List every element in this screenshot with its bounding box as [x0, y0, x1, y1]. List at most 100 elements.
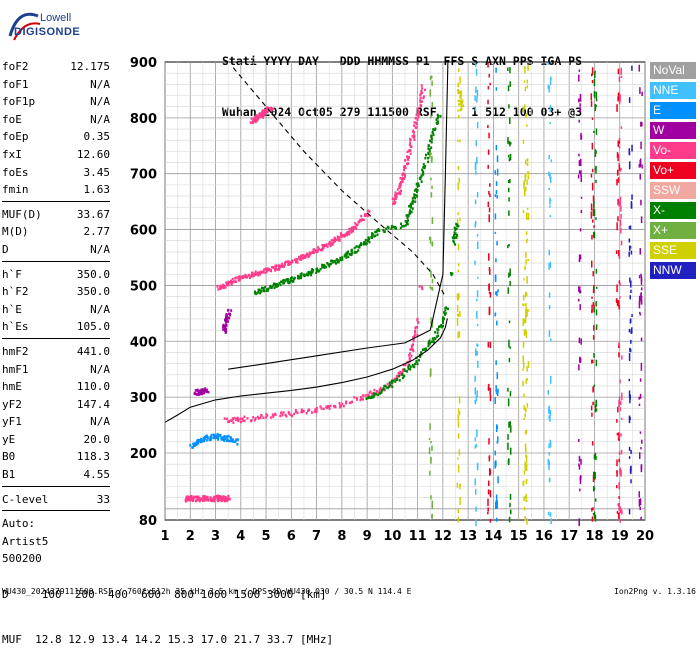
- echo-point-vo-: [239, 276, 242, 279]
- param-value: 0.35: [83, 130, 111, 144]
- echo-point-vo-: [396, 188, 399, 191]
- echo-point-vo-: [313, 410, 316, 414]
- separator-line: [2, 260, 110, 266]
- echo-point-x-: [431, 337, 434, 340]
- noise-mark: [617, 216, 619, 222]
- noise-mark: [431, 445, 433, 451]
- noise-mark: [496, 440, 499, 444]
- noise-mark: [474, 199, 477, 205]
- noise-mark: [617, 198, 619, 206]
- echo-point-x-: [390, 224, 393, 228]
- echo-point-x-: [407, 367, 410, 371]
- echo-point-x-: [422, 163, 425, 166]
- echo-point-vo-: [317, 246, 320, 249]
- echo-point-x-: [432, 340, 435, 344]
- echo-point-vo-: [395, 375, 398, 379]
- echo-point-e: [201, 439, 204, 443]
- noise-mark: [524, 265, 526, 271]
- echo-point-x-: [287, 278, 290, 281]
- echo-point-vo-: [320, 407, 323, 410]
- echo-point-x-: [289, 281, 292, 284]
- echo-point-vo-: [265, 268, 268, 272]
- noise-mark: [618, 253, 621, 259]
- x-tick-label: 14: [484, 529, 502, 544]
- noise-mark: [580, 338, 582, 345]
- echo-point-vo-: [198, 499, 201, 503]
- param-row: foF1 N/A: [2, 76, 110, 94]
- y-tick-label: 400: [130, 335, 157, 350]
- echo-point-vo-: [341, 402, 344, 406]
- noise-mark: [548, 511, 550, 516]
- noise-mark: [487, 99, 489, 105]
- echo-point-vo-: [393, 197, 396, 201]
- noise-mark: [430, 270, 432, 278]
- echo-point-vo-: [270, 106, 273, 110]
- noise-mark: [549, 122, 551, 125]
- echo-point-x-: [303, 273, 306, 276]
- echo-point-vo-: [407, 161, 410, 165]
- echo-point-vo-: [232, 280, 235, 283]
- echo-point-e: [191, 446, 194, 449]
- noise-mark: [639, 248, 642, 255]
- echo-point-vo-: [196, 495, 199, 498]
- echo-point-vo-: [252, 274, 255, 277]
- noise-mark: [487, 62, 489, 68]
- noise-mark: [621, 510, 623, 515]
- echo-point-x-: [409, 209, 412, 212]
- echo-point-vo-: [187, 496, 190, 499]
- echo-point-sse: [524, 431, 527, 435]
- echo-point-vo-: [403, 177, 406, 180]
- echo-point-x-: [432, 128, 435, 131]
- distance-row: D 100 200 400 600 800 1000 1500 3000 [km…: [2, 588, 327, 601]
- echo-point-vo-: [226, 499, 229, 503]
- noise-mark: [619, 94, 621, 102]
- noise-mark: [618, 76, 621, 82]
- noise-mark: [593, 511, 596, 519]
- noise-mark: [618, 280, 621, 285]
- noise-mark: [616, 419, 618, 423]
- noise-mark: [578, 170, 581, 175]
- echo-point-x-: [359, 242, 362, 245]
- echo-point-vo-: [421, 287, 424, 291]
- echo-point-x-: [379, 391, 382, 394]
- echo-point-e: [214, 434, 217, 437]
- noise-mark: [618, 344, 620, 349]
- noise-mark: [580, 475, 582, 479]
- echo-point-w: [225, 324, 228, 327]
- param-value: N/A: [90, 95, 110, 109]
- noise-mark: [619, 468, 621, 475]
- echo-point-vo-: [360, 219, 363, 222]
- x-tick-label: 19: [611, 529, 629, 544]
- noise-mark: [487, 480, 490, 487]
- noise-mark: [474, 399, 477, 405]
- echo-point-vo-: [409, 149, 412, 152]
- noise-mark: [522, 209, 525, 214]
- polarization-legend: NoVal NNE E W Vo- Vo+ SSW X- X+ SSE NNW: [650, 62, 696, 282]
- echo-point-vo-: [367, 393, 370, 397]
- noise-mark: [619, 219, 622, 227]
- noise-mark: [616, 432, 619, 436]
- noise-mark: [488, 253, 490, 261]
- echo-point-x-: [414, 362, 417, 366]
- noise-mark: [638, 396, 640, 400]
- noise-mark: [458, 411, 461, 415]
- echo-point-w: [222, 325, 225, 328]
- echo-point-w: [228, 312, 231, 316]
- echo-point-x-: [401, 376, 404, 380]
- noise-mark: [474, 478, 476, 486]
- noise-mark: [640, 293, 642, 301]
- echo-point-x-: [257, 290, 260, 293]
- noise-mark: [494, 274, 497, 283]
- echo-point-x-: [334, 262, 337, 265]
- echo-point-vo-: [409, 141, 412, 144]
- echo-point-x-: [442, 324, 445, 328]
- echo-point-vo-: [412, 129, 415, 133]
- echo-point-x-: [374, 230, 377, 234]
- echo-point-w: [193, 392, 196, 396]
- echo-point-vo-: [326, 404, 329, 408]
- noise-mark: [495, 190, 498, 195]
- echo-point-vo-: [232, 421, 235, 424]
- echo-point-vo-: [267, 107, 270, 110]
- noise-mark: [457, 269, 460, 273]
- echo-point-x-: [416, 190, 419, 193]
